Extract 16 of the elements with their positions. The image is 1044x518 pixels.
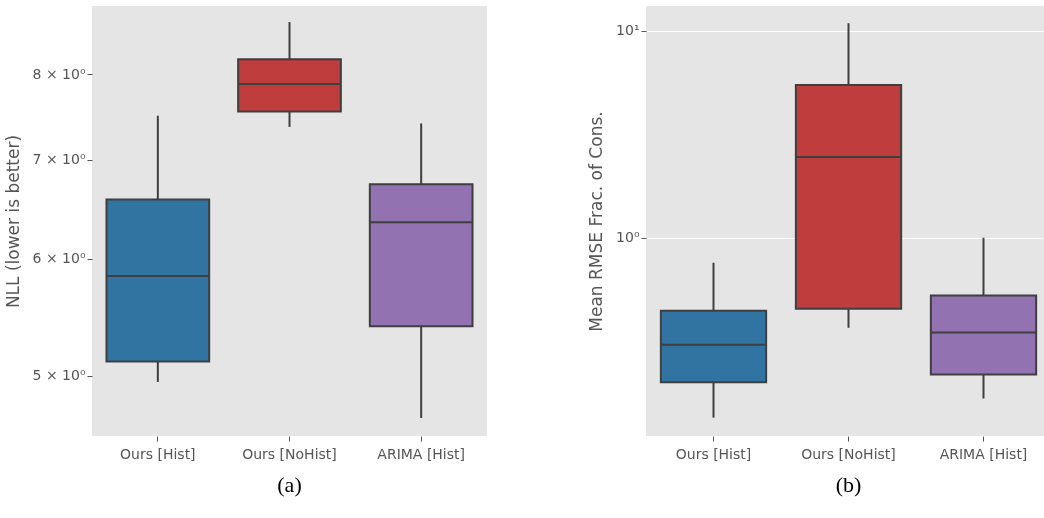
y-axis-title: Mean RMSE Frac. of Cons. bbox=[586, 111, 607, 332]
x-tick-label: ARIMA [Hist] bbox=[939, 445, 1028, 462]
y-tick-label: 5 × 10⁰ bbox=[32, 367, 86, 384]
x-tick-label: ARIMA [Hist] bbox=[377, 445, 465, 462]
text: (b) bbox=[835, 472, 862, 497]
x-tick-label: Ours [Hist] bbox=[675, 445, 752, 462]
y-tick-label: 10¹ bbox=[616, 22, 640, 39]
text: (a) bbox=[277, 472, 302, 497]
x-tick-label: Ours [NoHist] bbox=[242, 445, 337, 462]
y-tick-label: 7 × 10⁰ bbox=[32, 151, 86, 168]
y-tick-label: 6 × 10⁰ bbox=[32, 250, 86, 267]
x-tick-label: Ours [NoHist] bbox=[801, 445, 896, 462]
y-axis-title: NLL (lower is better) bbox=[2, 134, 23, 309]
y-tick-label: 8 × 10⁰ bbox=[32, 65, 86, 82]
x-tick-label: Ours [Hist] bbox=[120, 445, 196, 462]
y-tick-label: 10⁰ bbox=[616, 229, 640, 246]
